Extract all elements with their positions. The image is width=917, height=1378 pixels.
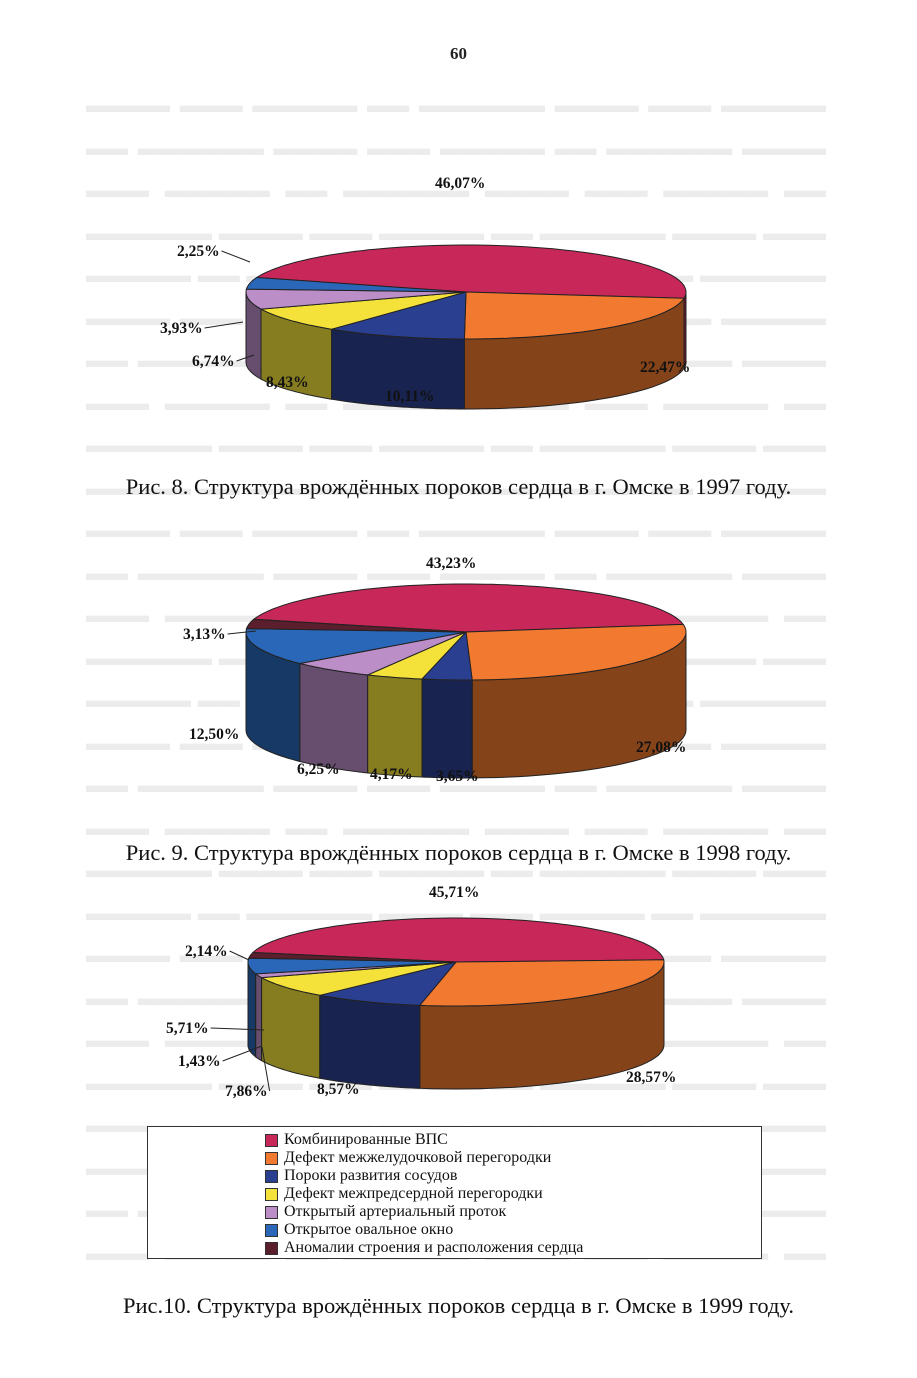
pie-data-label: 3,65% — [436, 768, 479, 785]
pie-slice-4 — [365, 631, 467, 680]
legend-label: Открытый артериальный проток — [284, 1203, 507, 1220]
pie-data-label: 43,23% — [426, 555, 476, 572]
pie-slice-4 — [259, 291, 467, 330]
pie-data-label: 10,11% — [385, 388, 435, 405]
legend-swatch — [265, 1133, 278, 1147]
pie-slice-6 — [245, 628, 467, 665]
pie-data-label: 45,71% — [429, 884, 479, 901]
legend-item: Открытый артериальный проток — [265, 1203, 761, 1221]
label-leader-line — [229, 950, 250, 961]
label-leader-line — [204, 321, 244, 329]
pie-slice-1 — [255, 244, 687, 299]
chart-legend: Комбинированные ВПС Дефект межжелудочково… — [147, 1126, 762, 1259]
legend-item: Дефект межпредсердной перегородки — [265, 1185, 761, 1203]
legend-label: Дефект межжелудочковой перегородки — [284, 1149, 552, 1166]
pie-data-label: 3,93% — [160, 320, 203, 337]
pie-slice-6 — [245, 276, 467, 293]
pie-slice-4 — [259, 961, 457, 996]
legend-label: Открытое овальное окно — [284, 1221, 454, 1238]
pie-chart-1999: 45,71% 28,57% 8,57% 7,86%1,43% 5,71% 2,14% — [166, 884, 676, 1100]
legend-item: Пороки развития сосудов — [265, 1167, 761, 1185]
pie-slice-7 — [245, 618, 467, 633]
pie-slice-3 — [420, 630, 473, 681]
pie-labels: 45,71% 28,57% 8,57% 7,86%1,43% 5,71% 2,14% — [166, 884, 676, 1100]
pie-side-5 — [299, 662, 369, 774]
pie-side-3 — [421, 678, 473, 779]
legend-item: Дефект межжелудочковой перегородки — [265, 1149, 761, 1167]
pie-data-label: 5,71% — [166, 1020, 209, 1037]
pie-data-label: 2,14% — [185, 943, 228, 960]
pie-data-label: 22,47% — [640, 359, 690, 376]
pie-labels: 43,23% 27,08% 3,65% 4,17% 6,25% 12,50% 3,13% — [183, 555, 686, 785]
legend-swatch — [265, 1151, 278, 1165]
pie-body — [247, 917, 665, 1090]
label-leader-line — [236, 354, 255, 362]
pie-data-label: 8,43% — [266, 374, 309, 391]
pie-slice-1 — [252, 583, 685, 633]
pie-chart-1998: 43,23% 27,08% 3,65% 4,17% 6,25% 12,50% 3,13% — [183, 555, 687, 785]
pie-data-label: 7,86% — [225, 1083, 268, 1100]
pie-side-3 — [319, 994, 421, 1089]
legend-item: Аномалии строения и расположения сердца — [265, 1239, 761, 1257]
pie-side-6 — [247, 962, 257, 1058]
pie-labels: 46,07% 22,47% 10,11% 8,43% 6,74% 3,93% 2,25% — [160, 175, 690, 405]
legend-label: Аномалии строения и расположения сердца — [284, 1239, 584, 1256]
pie-data-label: 4,17% — [370, 766, 413, 783]
pie-data-label: 46,07% — [435, 175, 485, 192]
pie-side-4 — [367, 674, 423, 778]
pie-slice-2 — [465, 623, 687, 681]
pie-body — [245, 583, 687, 779]
pie-body — [245, 244, 687, 410]
figure-9-caption: Рис. 9. Структура врождённых пороков сер… — [125, 840, 792, 865]
pie-chart-1997: 46,07% 22,47% 10,11% 8,43% 6,74% 3,93% 2,25% — [160, 175, 690, 410]
pie-data-label: 27,08% — [636, 739, 686, 756]
legend-item: Комбинированные ВПС — [265, 1131, 761, 1149]
legend-item: Открытое овальное окно — [265, 1221, 761, 1239]
page-number: 60 — [450, 44, 467, 63]
pie-data-label: 2,25% — [177, 243, 220, 260]
pie-data-label: 3,13% — [183, 626, 226, 643]
pie-slice-2 — [463, 291, 685, 340]
pie-data-label: 12,50% — [189, 726, 239, 743]
label-leader-line — [227, 630, 257, 635]
pie-data-label: 6,74% — [192, 353, 235, 370]
pie-data-label: 28,57% — [626, 1069, 676, 1086]
figure-8-caption: Рис. 8. Структура врождённых пороков сер… — [125, 474, 792, 499]
legend-swatch — [265, 1223, 278, 1237]
pie-slice-7 — [248, 951, 457, 963]
figure-10-caption: Рис.10. Структура врождённых пороков сер… — [122, 1293, 795, 1318]
pie-slice-2 — [418, 959, 665, 1007]
pie-data-label: 1,43% — [178, 1053, 221, 1070]
pie-data-label: 6,25% — [297, 761, 340, 778]
label-leader-line — [221, 250, 251, 263]
legend-swatch — [265, 1187, 278, 1201]
pie-slice-3 — [331, 291, 467, 340]
legend-swatch — [265, 1205, 278, 1219]
legend-swatch — [265, 1241, 278, 1255]
label-leader-line — [210, 1027, 265, 1031]
pie-slice-1 — [251, 917, 665, 963]
legend-label: Комбинированные ВПС — [284, 1131, 448, 1148]
pie-data-label: 8,57% — [317, 1081, 360, 1098]
pie-slice-5 — [299, 631, 467, 676]
pie-slice-3 — [319, 961, 458, 1006]
legend-label: Дефект межпредсердной перегородки — [284, 1185, 543, 1202]
legend-swatch — [265, 1169, 278, 1183]
label-leader-line — [261, 1046, 271, 1092]
legend-label: Пороки развития сосудов — [284, 1167, 458, 1184]
label-leader-line — [222, 1045, 263, 1062]
pie-slice-5 — [245, 288, 467, 310]
